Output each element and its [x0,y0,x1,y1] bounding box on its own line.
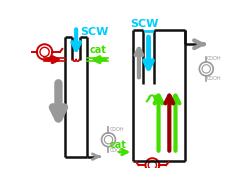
Text: COOH: COOH [109,148,124,153]
Text: COOH: COOH [109,127,124,132]
Text: COOH: COOH [207,56,222,61]
Text: SCW: SCW [80,27,108,37]
Text: SCW: SCW [130,19,159,29]
Text: cat: cat [110,140,127,150]
Text: COOH: COOH [207,76,222,81]
Text: cat: cat [89,46,106,56]
